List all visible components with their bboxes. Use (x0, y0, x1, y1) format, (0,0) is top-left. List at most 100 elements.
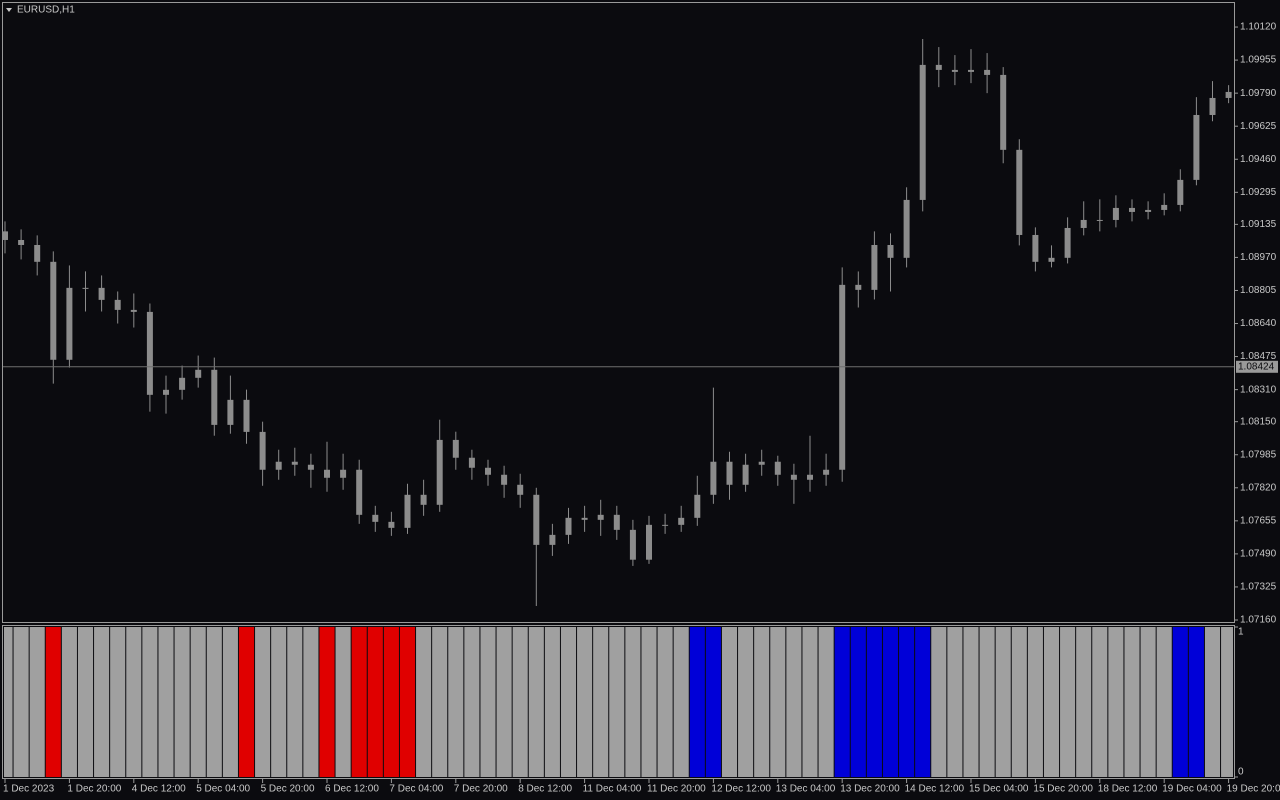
indicator-bar (1140, 627, 1156, 777)
indicator-bar (593, 627, 609, 777)
candle-body (1064, 227, 1071, 258)
candle-body (1096, 219, 1103, 221)
y-tick-label: 1.09790 (1240, 88, 1277, 99)
current-price-label: 1.08424 (1238, 361, 1275, 372)
indicator-bar (1092, 627, 1108, 777)
indicator-bar (1076, 627, 1092, 777)
indicator-bar (1156, 627, 1172, 777)
indicator-bar (480, 627, 496, 777)
indicator-bar (609, 627, 625, 777)
candle-body (839, 284, 846, 470)
candle-body (1000, 74, 1007, 150)
indicator-bar (1043, 627, 1060, 777)
candle-body (291, 461, 298, 465)
candle-body (823, 469, 830, 475)
candle-body (307, 464, 314, 470)
candle-body (1080, 219, 1087, 228)
indicator-bar (512, 627, 528, 777)
candle-body (533, 494, 540, 545)
candle-body (130, 309, 137, 312)
x-tick-label: 15 Dec 04:00 (969, 784, 1029, 795)
x-tick-label: 6 Dec 12:00 (325, 784, 379, 795)
indicator-bar (399, 627, 416, 777)
candle-body (2, 231, 8, 240)
indicator-bar (770, 627, 786, 777)
x-tick-label: 1 Dec 2023 (3, 784, 55, 795)
x-tick-label: 12 Dec 12:00 (711, 784, 771, 795)
indicator-bar (77, 627, 94, 777)
candle-body (565, 517, 572, 535)
candle-body (887, 244, 894, 258)
indicator-bar (850, 627, 866, 777)
y-tick-label: 1.07325 (1240, 582, 1277, 593)
candle-body (195, 369, 202, 378)
y-tick-label: 1.07820 (1240, 482, 1277, 493)
indicator-bar (367, 627, 383, 777)
y-tick-label: 1.07655 (1240, 515, 1277, 526)
x-tick-label: 18 Dec 12:00 (1098, 784, 1158, 795)
indicator-bar (754, 627, 770, 777)
candle-body (227, 399, 234, 425)
indicator-panel-frame (2, 625, 1235, 779)
y-tick-label: 1.08310 (1240, 384, 1277, 395)
candle-body (871, 244, 878, 290)
indicator-tick-label: 0 (1238, 767, 1244, 778)
indicator-bar (174, 627, 190, 777)
y-tick-label: 1.08805 (1240, 285, 1277, 296)
indicator-bar (931, 627, 947, 777)
indicator-bar (834, 627, 850, 777)
indicator-bar (995, 627, 1011, 777)
candle-body (662, 524, 669, 526)
candle-body (613, 514, 620, 530)
indicator-bar (544, 627, 560, 777)
x-tick-label: 4 Dec 12:00 (132, 784, 186, 795)
indicator-bar (963, 627, 979, 777)
candle-body (774, 461, 781, 475)
candle-body (501, 474, 508, 485)
indicator-bar (1172, 627, 1188, 777)
y-tick-label: 1.09955 (1240, 55, 1277, 66)
candle-body (114, 299, 121, 310)
candle-body (1177, 179, 1184, 205)
candle-body (404, 494, 411, 528)
x-tick-label: 19 Dec 20:00 (1227, 784, 1280, 795)
indicator-bar (287, 627, 303, 777)
indicator-bar (689, 627, 705, 777)
candle-body (275, 461, 282, 470)
current-price-box (1236, 360, 1278, 373)
candle-body (420, 494, 427, 505)
candle-body (1112, 207, 1119, 220)
x-tick-label: 13 Dec 20:00 (840, 784, 900, 795)
indicator-bar (673, 627, 689, 777)
x-tick-label: 1 Dec 20:00 (67, 784, 121, 795)
candle-body (517, 484, 524, 495)
candle-body (726, 461, 733, 485)
candle-body (1129, 207, 1135, 212)
indicator-bar (1188, 627, 1204, 777)
candle-body (758, 461, 765, 465)
indicator-bar (560, 627, 577, 777)
indicator-bar (94, 627, 110, 777)
indicator-bar (158, 627, 174, 777)
x-tick-label: 19 Dec 04:00 (1162, 784, 1222, 795)
candle-body (82, 287, 89, 289)
candle-body (340, 469, 347, 478)
candle-body (50, 261, 57, 360)
candle-body (485, 467, 491, 475)
y-tick-label: 1.07490 (1240, 549, 1277, 560)
chart-title: EURUSD,H1 (17, 5, 75, 16)
y-tick-label: 1.09295 (1240, 187, 1277, 198)
indicator-bar (818, 627, 834, 777)
candle-body (935, 64, 942, 70)
candle-body (146, 311, 153, 395)
candle-body (436, 439, 443, 505)
indicator-bar (705, 627, 721, 777)
indicator-bar (222, 627, 238, 777)
indicator-bar (1124, 627, 1140, 777)
candle-body (710, 461, 717, 495)
x-tick-label: 5 Dec 20:00 (261, 784, 315, 795)
candle-body (694, 494, 701, 518)
y-tick-label: 1.08970 (1240, 252, 1277, 263)
symbol-menu-arrow[interactable] (6, 8, 12, 12)
candle-body (18, 239, 25, 245)
